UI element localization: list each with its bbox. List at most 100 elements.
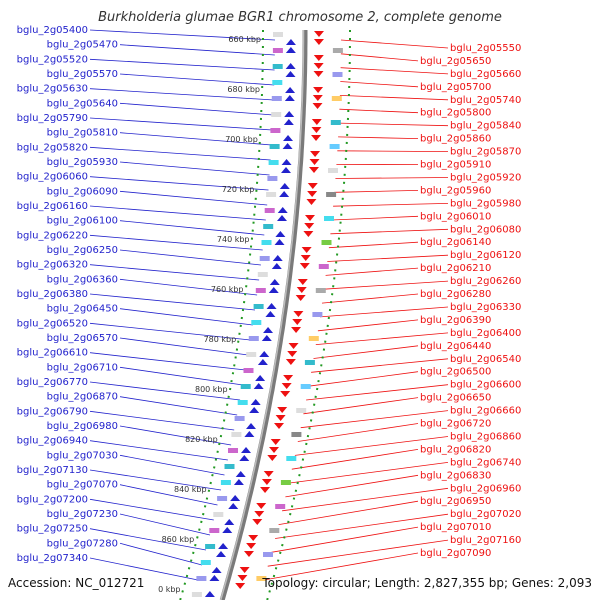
forward-gene-arrow [259, 351, 270, 357]
right-gene-label: bglu_2g05960 [420, 185, 491, 196]
right-gene-label: bglu_2g07020 [450, 509, 521, 520]
forward-gene-arrow [279, 183, 290, 189]
left-label-connector [89, 322, 251, 341]
left-gene-label: bglu_2g05790 [17, 113, 88, 124]
right-gene-label: bglu_2g06540 [450, 354, 521, 365]
right-label-connector [291, 449, 419, 470]
forward-gene-block [205, 544, 216, 549]
accession-text: Accession: NC_012721 [8, 576, 144, 590]
left-gene-label: bglu_2g07030 [47, 450, 118, 461]
forward-gene-block [267, 176, 278, 181]
reverse-gene-arrow [303, 231, 314, 237]
right-label-connector [338, 122, 449, 127]
forward-gene-arrow [228, 503, 239, 509]
kbp-tick-label: 820 kbp [185, 435, 218, 444]
label-connectors [89, 29, 449, 581]
forward-gene-block [231, 432, 242, 437]
forward-gene-arrow [235, 471, 246, 477]
left-gene-label: bglu_2g06060 [17, 172, 88, 183]
forward-gene-arrow [218, 543, 229, 549]
reverse-gene-arrow [313, 39, 324, 45]
left-gene-label: bglu_2g05470 [47, 40, 118, 51]
reverse-gene-arrow [287, 351, 298, 357]
right-label-connector [294, 436, 449, 456]
left-label-connector [119, 366, 243, 386]
left-label-connector [89, 381, 241, 401]
reverse-gene-block [328, 168, 338, 173]
kbp-tick-label: 700 kbp [225, 135, 258, 144]
right-label-connector [331, 215, 419, 221]
reverse-gene-arrow [296, 287, 307, 293]
forward-gene-arrow [204, 591, 215, 597]
reverse-gene-arrow [313, 55, 324, 61]
reverse-gene-arrow [246, 543, 257, 549]
left-label-connector [119, 278, 258, 296]
right-gene-label: bglu_2g05870 [450, 147, 521, 158]
reverse-gene-arrow [280, 391, 291, 397]
left-label-connector [89, 557, 198, 581]
reverse-gene-arrow [235, 583, 246, 589]
reverse-gene-block [275, 504, 286, 509]
right-label-connector [278, 500, 419, 525]
reverse-gene-block [269, 528, 280, 533]
reverse-gene-arrow [311, 127, 322, 133]
left-label-connector [119, 425, 232, 446]
left-label-connector [119, 396, 238, 416]
left-label-connector [119, 102, 274, 116]
forward-gene-arrow [284, 95, 295, 101]
kbp-tick-label: 760 kbp [211, 285, 244, 294]
forward-gene-arrow [268, 287, 279, 293]
forward-gene-block [191, 592, 202, 597]
right-label-connector [282, 487, 449, 512]
kbp-tick-label: 720 kbp [222, 185, 255, 194]
right-label-connector [339, 108, 419, 114]
left-gene-label: bglu_2g07200 [17, 494, 88, 505]
right-gene-labels: bglu_2g05550 bglu_2g05650 bglu_2g05660bglu… [420, 43, 521, 559]
reverse-gene-arrow [300, 255, 311, 261]
forward-gene-arrow [272, 255, 283, 261]
backbone-highlight [219, 30, 305, 600]
forward-gene-arrow [283, 135, 294, 141]
forward-gene-block [257, 272, 268, 277]
forward-gene-arrow [269, 279, 280, 285]
forward-gene-arrow [285, 47, 296, 53]
left-label-connector [89, 352, 246, 371]
reverse-gene-arrow [254, 511, 265, 517]
left-gene-label: bglu_2g06250 [47, 245, 118, 256]
left-gene-label: bglu_2g05520 [17, 54, 88, 65]
left-gene-label: bglu_2g06570 [47, 333, 118, 344]
reverse-gene-arrow [311, 135, 322, 141]
right-gene-label: bglu_2g06950 [420, 496, 491, 507]
forward-gene-block [259, 256, 270, 261]
right-gene-label: bglu_2g05920 [450, 173, 521, 184]
forward-gene-arrow [283, 119, 294, 125]
forward-gene-arrow [255, 375, 266, 381]
reverse-gene-arrow [312, 95, 323, 101]
forward-gene-block [209, 528, 220, 533]
reverse-gene-arrow [239, 567, 250, 573]
reverse-gene-arrow [243, 551, 254, 557]
forward-gene-block [261, 240, 272, 245]
reverse-gene-block [329, 144, 340, 149]
forward-gene-block [273, 32, 283, 37]
reverse-gene-block [332, 72, 343, 77]
reverse-gene-block [256, 576, 267, 581]
right-gene-label: bglu_2g05660 [450, 69, 521, 80]
reverse-gene-arrow [270, 439, 281, 445]
right-label-connector [337, 150, 449, 152]
map-title: Burkholderia glumae BGR1 chromosome 2, c… [98, 10, 502, 25]
left-gene-label: bglu_2g06520 [17, 318, 88, 329]
right-label-connector [321, 293, 419, 304]
reverse-gene-arrow [306, 199, 317, 205]
reverse-gene-block [263, 552, 273, 557]
right-gene-label: bglu_2g05800 [420, 108, 491, 119]
right-gene-label: bglu_2g07160 [450, 535, 521, 546]
left-label-connector [89, 29, 276, 41]
left-label-connector [119, 44, 275, 56]
forward-gene-arrow [253, 383, 264, 389]
forward-gene-arrow [222, 527, 233, 533]
forward-gene-block [266, 192, 277, 197]
right-label-connector [340, 39, 449, 49]
right-label-connector [338, 136, 419, 139]
